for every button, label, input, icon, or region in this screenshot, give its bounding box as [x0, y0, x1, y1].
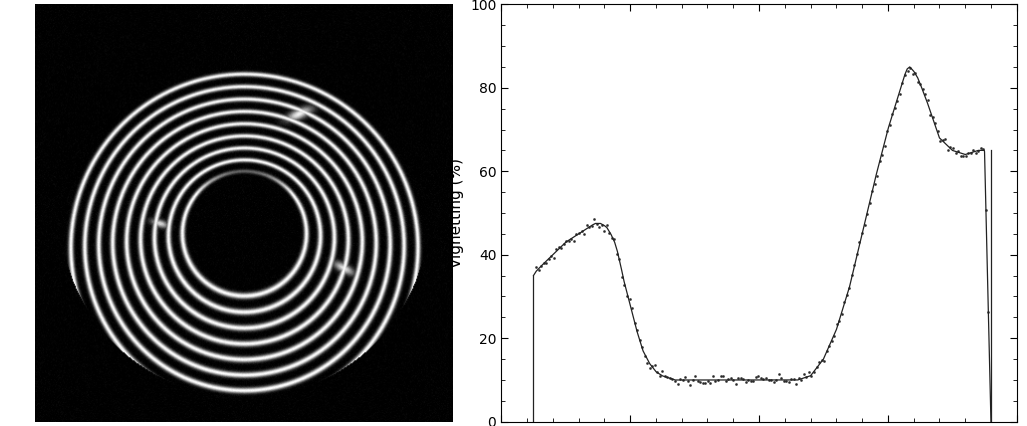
Y-axis label: Vignetting (%): Vignetting (%) [450, 158, 464, 268]
